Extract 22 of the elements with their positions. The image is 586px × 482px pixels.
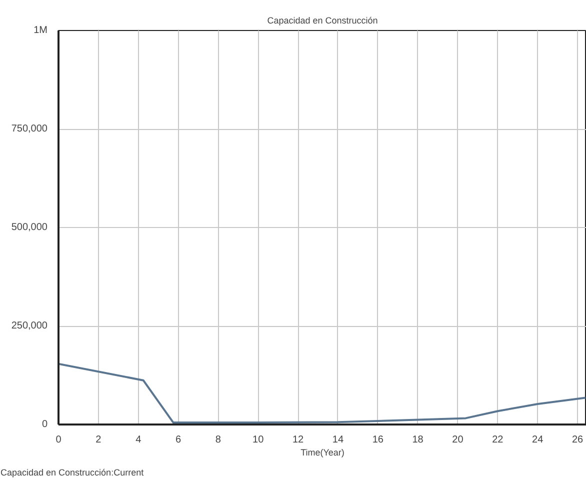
x-tick-label: 0: [56, 434, 62, 446]
x-tick-label: 2: [96, 434, 102, 446]
x-tick-label: 24: [532, 434, 544, 446]
x-tick-label: 20: [452, 434, 464, 446]
x-tick-label: 8: [215, 434, 222, 446]
chart-title: Capacidad en Construcción: [267, 16, 378, 26]
y-tick-label: 0: [42, 419, 48, 430]
x-tick-label: 4: [136, 434, 142, 446]
x-tick-label: 12: [292, 434, 304, 446]
y-tick-label: 750,000: [11, 124, 48, 134]
x-tick-label: 22: [492, 434, 504, 446]
x-tick-label: 6: [175, 434, 182, 446]
x-tick-label: 16: [372, 434, 384, 446]
text: Capacidad en Construcción:Current: [0, 468, 144, 478]
x-tick-label: 10: [252, 434, 264, 446]
x-tick-label: 26: [572, 434, 584, 446]
x-axis-title: Time(Year): [300, 448, 344, 458]
y-tick-label: 1M: [34, 25, 48, 36]
y-tick-label: 500,000: [11, 222, 48, 233]
x-tick-label: 18: [412, 434, 424, 446]
y-tick-label: 250,000: [11, 320, 48, 332]
x-tick-label: 14: [332, 434, 344, 446]
